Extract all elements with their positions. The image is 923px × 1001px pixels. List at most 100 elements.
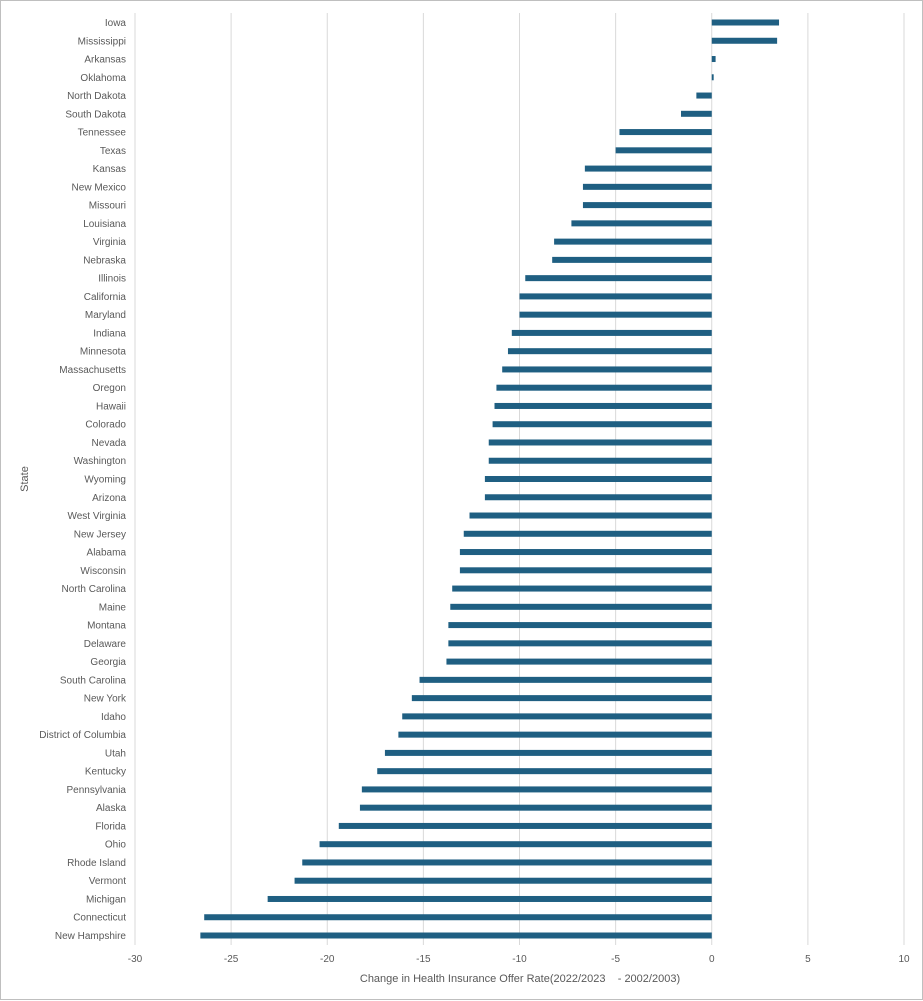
bar	[377, 768, 712, 775]
y-tick-label: Texas	[100, 146, 126, 157]
bar	[615, 147, 712, 154]
y-tick-label: New Mexico	[72, 182, 127, 193]
y-tick-label: North Carolina	[62, 584, 127, 595]
y-tick-label: Vermont	[89, 876, 126, 887]
y-tick-label: Georgia	[90, 657, 126, 668]
bar	[484, 494, 712, 501]
y-tick-label: Kentucky	[85, 767, 126, 778]
bar	[411, 695, 712, 702]
bar	[696, 92, 712, 99]
bar	[384, 749, 712, 756]
y-tick-label: North Dakota	[67, 91, 126, 102]
bar	[446, 658, 712, 665]
y-tick-label: West Virginia	[67, 511, 126, 522]
y-tick-label: Rhode Island	[67, 858, 126, 869]
bar	[488, 439, 712, 446]
bar	[584, 165, 712, 172]
y-tick-label: Delaware	[84, 639, 127, 650]
y-tick-label: Ohio	[105, 840, 127, 851]
bar	[502, 366, 712, 373]
bar	[319, 841, 712, 848]
bar	[450, 603, 712, 610]
bar	[488, 457, 712, 464]
bar	[680, 110, 712, 117]
y-tick-label: Idaho	[101, 712, 126, 723]
bar	[711, 74, 714, 81]
y-tick-label: Iowa	[105, 18, 127, 29]
x-tick-label: -5	[611, 954, 620, 965]
bar	[711, 37, 778, 44]
y-tick-label: Washington	[74, 456, 126, 467]
y-tick-label: Nebraska	[83, 255, 126, 266]
y-tick-label: Arkansas	[84, 55, 126, 66]
y-tick-label: Maryland	[85, 310, 126, 321]
bar	[571, 220, 712, 227]
bar	[711, 19, 780, 26]
y-tick-label: Louisiana	[83, 219, 126, 230]
bar	[267, 895, 712, 902]
x-tick-label: 5	[805, 954, 811, 965]
bar	[511, 329, 712, 336]
bar	[492, 421, 712, 428]
y-tick-label: Arizona	[92, 493, 126, 504]
y-tick-label: Minnesota	[80, 347, 127, 358]
bar	[619, 129, 712, 136]
y-tick-label: Nevada	[92, 438, 127, 449]
bar	[554, 238, 712, 245]
y-tick-label: Oklahoma	[80, 73, 126, 84]
bar	[463, 530, 712, 537]
bar	[525, 275, 712, 282]
y-tick-label: Montana	[87, 621, 126, 632]
y-tick-label: Wyoming	[84, 475, 126, 486]
y-tick-label: Virginia	[93, 237, 127, 248]
y-tick-label: California	[84, 292, 127, 303]
bar	[552, 256, 712, 263]
bars	[200, 19, 780, 939]
y-tick-label: Indiana	[93, 328, 126, 339]
y-tick-label: Tennessee	[78, 128, 127, 139]
bar	[398, 731, 712, 738]
x-tick-label: -20	[320, 954, 335, 965]
y-tick-label: Oregon	[93, 383, 126, 394]
bar	[448, 640, 712, 647]
y-tick-label: Wisconsin	[80, 566, 126, 577]
bar	[519, 293, 712, 300]
y-tick-label: Massachusetts	[59, 365, 126, 376]
bar	[507, 348, 712, 355]
x-tick-label: -25	[224, 954, 239, 965]
bar	[494, 402, 712, 409]
y-tick-label: Pennsylvania	[67, 785, 127, 796]
y-tick-label: Alabama	[87, 548, 127, 559]
y-tick-label: New Hampshire	[55, 931, 127, 942]
bar	[294, 877, 712, 884]
x-tick-label: 0	[709, 954, 715, 965]
bar	[204, 914, 712, 921]
x-axis-title: Change in Health Insurance Offer Rate(20…	[360, 973, 680, 985]
y-tick-label: Missouri	[89, 201, 126, 212]
bar	[448, 622, 712, 629]
y-tick-label: Mississippi	[78, 36, 126, 47]
bar	[419, 676, 712, 683]
bar	[361, 786, 712, 793]
bar	[459, 549, 712, 556]
y-tick-label: New Jersey	[74, 529, 126, 540]
bar	[519, 311, 712, 318]
bar	[711, 56, 716, 63]
y-tick-labels: Iowa Mississippi Arkansas Oklahoma North Dak…	[39, 18, 127, 942]
bar	[402, 713, 712, 720]
y-tick-label: Maine	[99, 602, 127, 613]
x-tick-label: -10	[512, 954, 527, 965]
bar	[200, 932, 712, 939]
y-tick-label: District of Columbia	[39, 730, 126, 741]
y-tick-label: Michigan	[86, 894, 126, 905]
y-tick-label: Colorado	[85, 420, 126, 431]
y-tick-label: South Carolina	[60, 675, 127, 686]
bar	[359, 804, 712, 811]
y-tick-label: Florida	[95, 821, 126, 832]
x-tick-label: -30	[128, 954, 143, 965]
y-tick-label: Illinois	[98, 274, 126, 285]
bar	[496, 384, 712, 391]
y-tick-label: Utah	[105, 748, 126, 759]
y-tick-label: New York	[84, 694, 127, 705]
